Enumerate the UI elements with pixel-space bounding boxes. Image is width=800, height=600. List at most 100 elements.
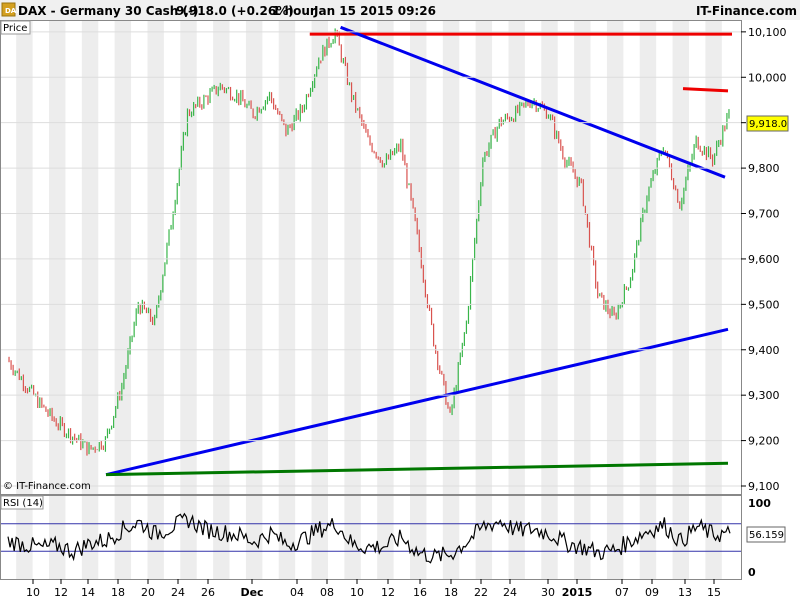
day-shade [16, 21, 33, 494]
x-tick-label: 09 [645, 586, 659, 599]
day-shade [410, 496, 427, 579]
day-shade [672, 21, 689, 494]
day-shade [278, 496, 296, 579]
price-tick-label: 9,500 [748, 298, 780, 311]
day-shade [344, 21, 361, 494]
price-tick-label: 9,100 [748, 480, 780, 493]
chart-title: DAX - Germany 30 Cash (-) [18, 4, 198, 18]
price-tick-label: 9,200 [748, 435, 780, 448]
day-shade [475, 21, 493, 494]
day-shade [81, 496, 99, 579]
day-shade [245, 21, 263, 494]
day-shade [574, 21, 591, 494]
rsi-tick-label: 100 [748, 497, 771, 510]
price-label-box [0, 20, 31, 35]
day-shade [606, 496, 624, 579]
rsi-label: RSI (14) [3, 498, 43, 509]
x-tick-label: 20 [141, 586, 155, 599]
x-tick-label: 26 [201, 586, 215, 599]
day-shade [377, 496, 394, 579]
day-shade [377, 21, 394, 494]
x-tick-label: 24 [171, 586, 185, 599]
rsi-label-box [0, 495, 44, 510]
day-shade [541, 496, 558, 579]
day-shade [442, 496, 460, 579]
price-tick-label: 9,700 [748, 208, 780, 221]
x-tick-label: 2015 [562, 586, 593, 599]
price-tick-label: 10,100 [748, 26, 787, 39]
x-tick-label: 16 [413, 586, 427, 599]
day-shade [606, 21, 624, 494]
day-shade [442, 21, 460, 494]
day-shade [147, 496, 164, 579]
rsi-panel[interactable] [0, 495, 742, 580]
x-tick-label: 10 [26, 586, 40, 599]
instrument-logo-text: DAX [5, 7, 22, 15]
price-tick-label: 9,600 [748, 253, 780, 266]
day-shade [114, 496, 132, 579]
price-tick-label: 9,400 [748, 344, 780, 357]
current-price-marker [746, 115, 789, 132]
day-shade [114, 21, 132, 494]
day-shade [147, 21, 164, 494]
day-shade [213, 496, 230, 579]
support-line[interactable] [105, 461, 729, 477]
x-tick-label: 22 [474, 586, 488, 599]
x-tick-label: 07 [615, 586, 629, 599]
x-tick-label: 24 [503, 586, 517, 599]
timeframe[interactable]: 1 hour [272, 4, 316, 18]
last-quote: 9,918.0 (+0.26%) [176, 4, 294, 18]
day-shade [180, 496, 197, 579]
day-shade [705, 21, 722, 494]
price-tick-label: 10,000 [748, 71, 787, 84]
day-shade [311, 21, 328, 494]
short-resistance-line[interactable] [682, 87, 729, 93]
day-shade [311, 496, 328, 579]
x-tick-label: 04 [290, 586, 304, 599]
current-price-label: 9,918.0 [749, 119, 787, 130]
day-shade [81, 21, 99, 494]
day-shade [672, 496, 689, 579]
x-tick-label: 08 [320, 586, 334, 599]
day-shade [574, 496, 591, 579]
day-shade [475, 496, 493, 579]
day-shade [639, 496, 657, 579]
timestamp: Jan 15 2015 09:26 [313, 4, 436, 18]
rsi-value-label: 56.159 [749, 530, 784, 541]
price-tick-label: 9,300 [748, 389, 780, 402]
day-shade [49, 21, 66, 494]
rsi-tick-label: 0 [748, 566, 756, 579]
x-tick-label: 13 [678, 586, 692, 599]
price-label: Price [3, 23, 27, 34]
rsi-value-marker [746, 526, 786, 543]
day-shade [541, 21, 558, 494]
ascending-trendline[interactable] [105, 327, 729, 477]
header-bar [0, 0, 800, 20]
day-shade [213, 21, 230, 494]
x-tick-label: 30 [541, 586, 555, 599]
day-shade [245, 496, 263, 579]
watermark: © IT-Finance.com [3, 481, 91, 492]
day-shade [639, 21, 657, 494]
day-shade [508, 21, 525, 494]
x-tick-label: 15 [707, 586, 721, 599]
x-tick-label: 18 [111, 586, 125, 599]
x-tick-label: 12 [381, 586, 395, 599]
day-shade [16, 496, 33, 579]
day-shade [344, 496, 361, 579]
instrument-logo [1, 2, 16, 17]
x-tick-label: Dec [240, 586, 263, 599]
rsi-line [7, 512, 731, 564]
x-tick-label: 18 [444, 586, 458, 599]
x-tick-label: 10 [350, 586, 364, 599]
brand-name: IT-Finance.com [696, 4, 797, 18]
price-tick-label: 9,800 [748, 162, 780, 175]
day-shade [278, 21, 296, 494]
price-panel[interactable] [0, 20, 742, 495]
x-tick-label: 12 [54, 586, 68, 599]
day-shade [180, 21, 197, 494]
day-shade [508, 496, 525, 579]
x-tick-label: 14 [81, 586, 95, 599]
descending-trendline[interactable] [340, 25, 726, 179]
